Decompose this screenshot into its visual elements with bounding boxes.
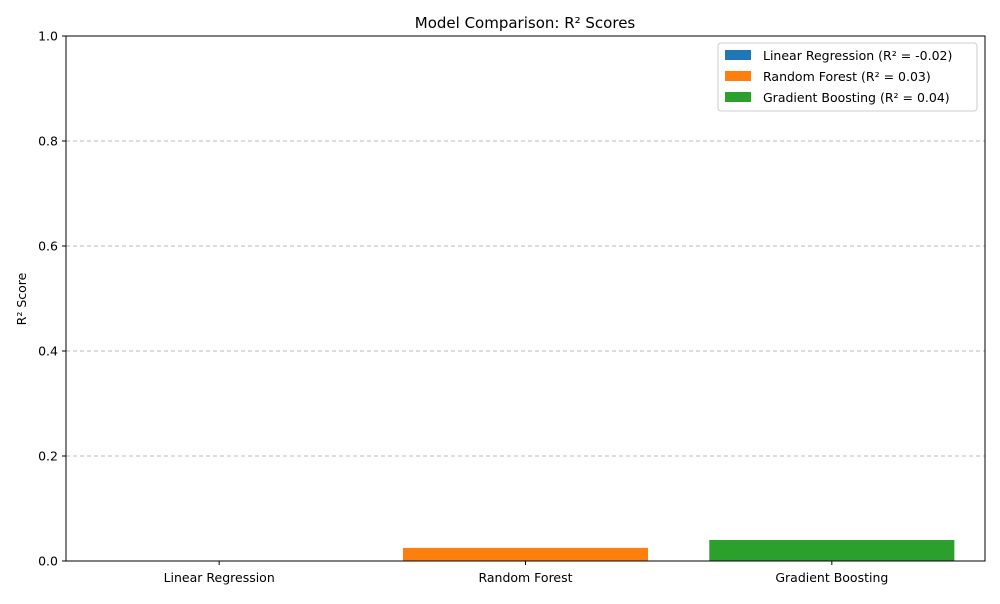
legend-label: Gradient Boosting (R² = 0.04): [763, 90, 950, 105]
y-ticks: 0.0 0.2 0.4 0.6 0.8 1.0: [38, 29, 66, 569]
legend-swatch: [725, 92, 751, 102]
bar-gradient-boosting: [709, 540, 955, 561]
bars: [402, 540, 955, 561]
x-ticks: Linear Regression Random Forest Gradient B…: [164, 561, 888, 585]
x-tick-label: Linear Regression: [164, 570, 275, 585]
y-tick-label: 0.2: [38, 449, 58, 464]
bar-random-forest: [402, 547, 649, 561]
legend-box: [717, 42, 978, 112]
legend: Linear Regression (R² = -0.02) Random For…: [717, 42, 978, 112]
y-tick-label: 0.6: [38, 239, 58, 254]
plot-frame: [65, 35, 986, 562]
grid-lines: [66, 140, 985, 457]
legend-swatch: [725, 71, 751, 81]
y-axis-label: R² Score: [14, 272, 29, 325]
x-tick-label: Gradient Boosting: [775, 570, 888, 585]
legend-label: Linear Regression (R² = -0.02): [763, 48, 952, 63]
y-tick-label: 0.4: [38, 344, 58, 359]
x-tick-label: Random Forest: [478, 570, 572, 585]
legend-swatch: [725, 50, 751, 60]
y-tick-label: 0.0: [38, 554, 58, 569]
y-tick-label: 0.8: [38, 134, 58, 149]
legend-label: Random Forest (R² = 0.03): [763, 69, 931, 84]
chart-title: Model Comparison: R² Scores: [415, 14, 636, 32]
y-tick-label: 1.0: [38, 29, 58, 44]
